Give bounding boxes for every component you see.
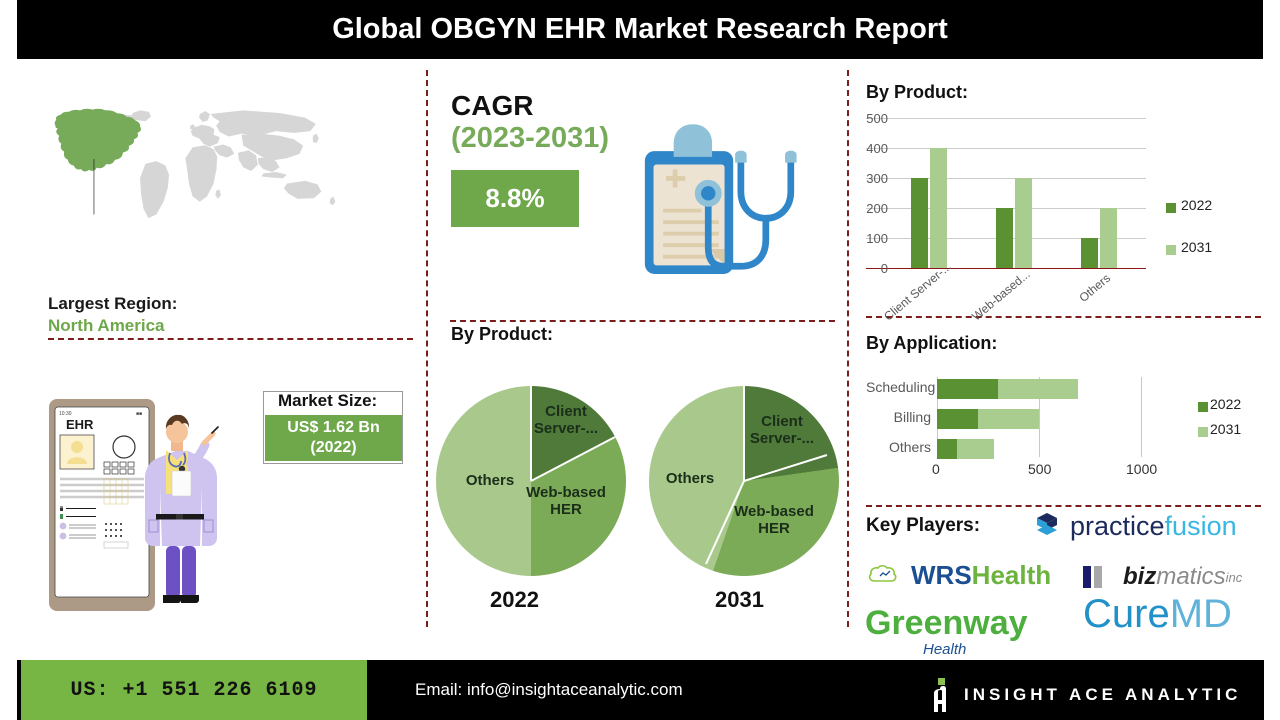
svg-text:EHR: EHR: [66, 417, 94, 432]
svg-text:Greenway: Greenway: [865, 604, 1028, 642]
svg-text:■■: ■■: [136, 411, 142, 417]
svg-text:Health: Health: [923, 641, 966, 658]
